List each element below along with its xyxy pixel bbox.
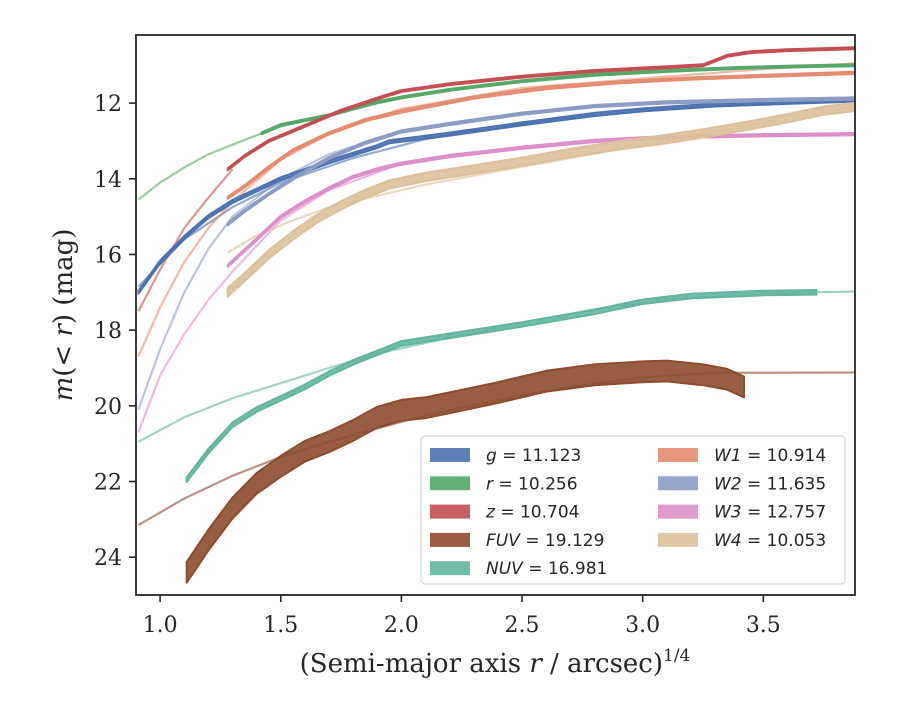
plot-frame: [135, 34, 856, 596]
model-line-w4: [227, 105, 855, 254]
legend-frame: [420, 435, 846, 585]
y-tick-label: 20: [94, 395, 122, 420]
legend-label-r: r = 10.256: [486, 474, 578, 494]
legend-label-z: z = 10.704: [485, 503, 579, 523]
model-line-w2: [137, 96, 855, 410]
profile-band-w1: [226, 70, 855, 200]
profile-band-w3: [226, 132, 855, 268]
legend-label-nuv: NUV = 16.981: [486, 559, 607, 579]
axis-ticks: 1.0 1.5 2.0 2.5 3.0 3.5 12 14 16 18 20 22 24: [94, 92, 781, 638]
profile-band-w4: [226, 101, 855, 298]
profile-band-r: [260, 63, 855, 136]
y-tick-label: 12: [94, 92, 122, 117]
x-tick-label: 2.5: [505, 613, 540, 638]
legend-label-w2: W2 = 11.635: [714, 474, 826, 494]
y-tick-label: 16: [94, 243, 122, 268]
legend: g = 11.123 r = 10.256 z = 10.704 FUV = 19.1…: [420, 435, 846, 585]
legend-swatch-w4: [658, 532, 698, 547]
legend-label-fuv: FUV = 19.129: [486, 531, 604, 551]
legend-swatch-r: [430, 476, 470, 491]
legend-swatch-z: [430, 504, 470, 519]
profile-band-nuv: [185, 289, 818, 483]
profile-band-z: [226, 46, 855, 172]
y-tick-label: 24: [94, 546, 122, 571]
model-line-z: [137, 168, 234, 312]
legend-swatch-w1: [658, 448, 698, 462]
legend-swatch-nuv: [430, 561, 470, 576]
series-layer: [137, 46, 855, 584]
x-tick-label: 3.5: [746, 613, 781, 638]
profile-band-g: [137, 97, 855, 295]
legend-label-w1: W1 = 10.914: [714, 446, 826, 466]
legend-label-w4: W4 = 10.053: [714, 531, 826, 551]
legend-label-w3: W3 = 12.757: [714, 503, 826, 523]
x-tick-label: 2.0: [384, 613, 419, 638]
y-tick-label: 22: [94, 470, 122, 495]
profile-band-fuv: [185, 359, 745, 584]
y-tick-label: 14: [94, 168, 122, 193]
legend-swatch-w3: [658, 504, 698, 519]
x-tick-label: 3.0: [625, 613, 660, 638]
legend-swatch-g: [430, 448, 470, 462]
x-tick-label: 1.0: [143, 613, 178, 638]
profile-band-w2: [226, 96, 855, 227]
legend-swatch-fuv: [430, 532, 470, 547]
legend-label-g: g = 11.123: [486, 446, 581, 466]
x-tick-label: 1.5: [263, 613, 298, 638]
legend-swatch-w2: [658, 476, 698, 491]
y-axis-label: m(< r) (mag): [49, 229, 79, 402]
x-axis-label: (Semi-major axis r / arcsec)1/4: [300, 646, 691, 679]
y-tick-label: 18: [94, 319, 122, 344]
